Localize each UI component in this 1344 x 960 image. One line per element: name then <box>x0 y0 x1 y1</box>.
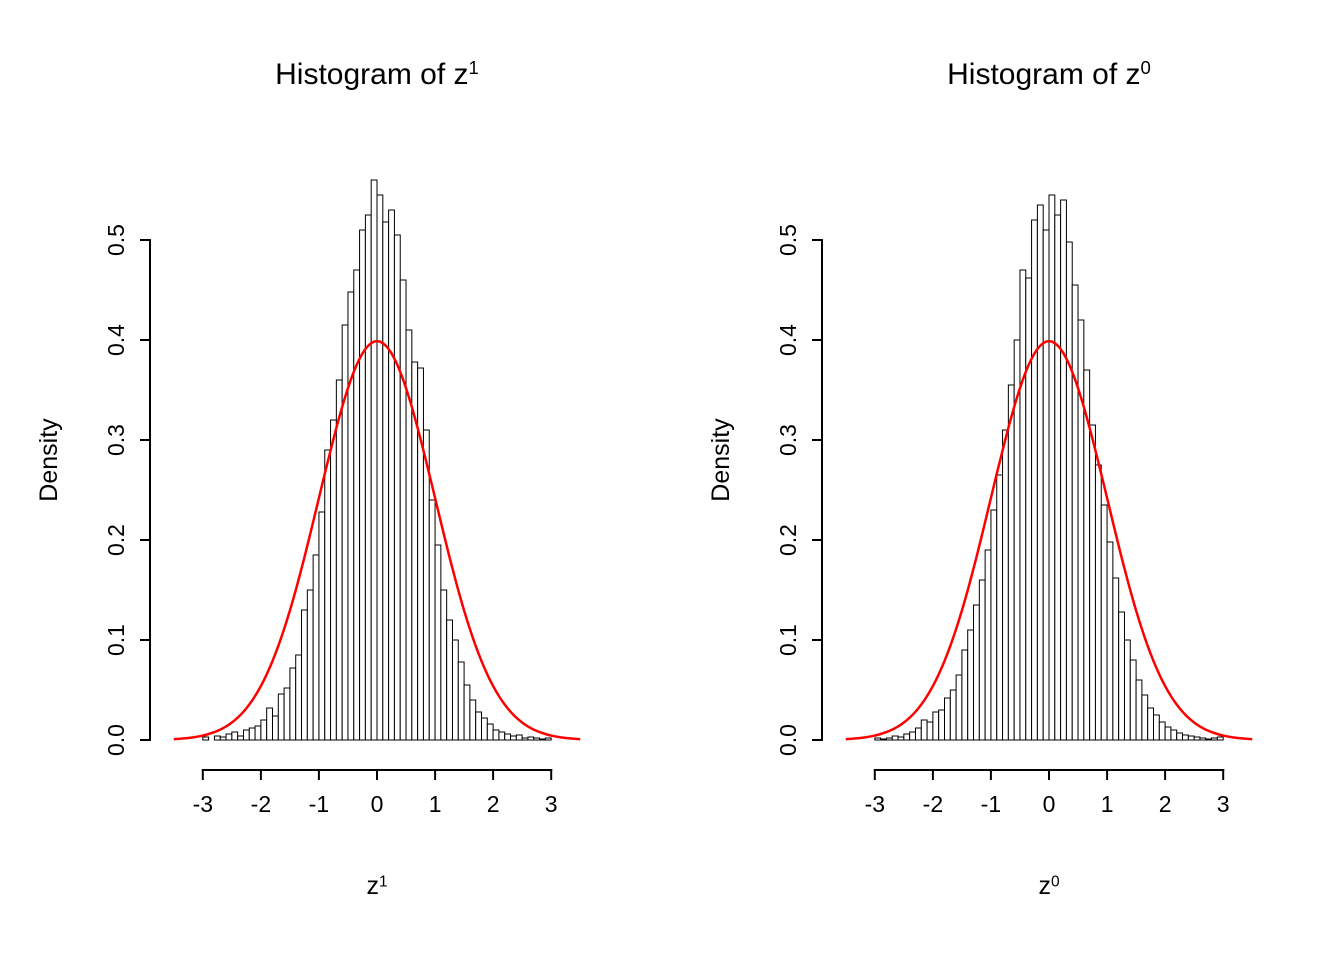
svg-text:0.1: 0.1 <box>775 624 801 656</box>
svg-text:-1: -1 <box>981 791 1001 817</box>
chart-title-text: Histogram of z <box>947 58 1141 91</box>
chart-title-superscript: 1 <box>468 56 479 78</box>
svg-text:0.5: 0.5 <box>775 224 801 256</box>
svg-text:3: 3 <box>1217 791 1230 817</box>
svg-text:Density: Density <box>35 418 63 502</box>
chart-title-z0: Histogram of z0 <box>947 58 1151 92</box>
x-axis-label-text: z <box>366 872 379 900</box>
svg-text:2: 2 <box>1159 791 1172 817</box>
svg-text:-1: -1 <box>309 791 329 817</box>
histogram-plot-z1: 0.0 0.1 0.2 0.3 0.4 0.5 -3 -2 -1 0 1 2 3 Density <box>35 179 581 817</box>
svg-text:0.0: 0.0 <box>103 724 129 756</box>
x-axis-label-superscript: 0 <box>1050 873 1060 891</box>
svg-text:1: 1 <box>1101 791 1114 817</box>
svg-text:0.0: 0.0 <box>775 724 801 756</box>
histogram-panel-z1: Histogram of z1 0.0 0.1 0.2 0.3 0.4 0.5 -3 -2 -1… <box>35 58 581 901</box>
chart-title-z1: Histogram of z1 <box>275 58 479 92</box>
svg-text:-2: -2 <box>251 791 271 817</box>
svg-text:0.2: 0.2 <box>103 524 129 556</box>
svg-text:0.3: 0.3 <box>103 424 129 456</box>
svg-text:Density: Density <box>707 418 735 502</box>
histogram-plot-z0: 0.0 0.1 0.2 0.3 0.4 0.5 -3 -2 -1 0 1 2 3 Density <box>707 194 1253 817</box>
x-axis-label-superscript: 1 <box>378 873 388 891</box>
svg-text:-3: -3 <box>193 791 213 817</box>
chart-title-text: Histogram of z <box>275 58 469 91</box>
svg-text:3: 3 <box>545 791 558 817</box>
histogram-panel-z0: Histogram of z0 0.0 0.1 0.2 0.3 0.4 0.5 -3 -2 -1… <box>672 0 1344 960</box>
chart-title-superscript: 0 <box>1140 56 1151 78</box>
x-axis-label-z1: z1 <box>366 872 387 901</box>
svg-text:1: 1 <box>429 791 442 817</box>
svg-text:-3: -3 <box>865 791 885 817</box>
svg-text:0.3: 0.3 <box>775 424 801 456</box>
svg-text:0.4: 0.4 <box>103 324 129 356</box>
svg-text:0: 0 <box>1043 791 1056 817</box>
x-axis-label-z0: z0 <box>1038 872 1059 901</box>
svg-text:0: 0 <box>371 791 384 817</box>
svg-text:0.2: 0.2 <box>775 524 801 556</box>
svg-text:-2: -2 <box>923 791 943 817</box>
svg-text:0.4: 0.4 <box>775 324 801 356</box>
svg-text:0.1: 0.1 <box>103 624 129 656</box>
x-axis-label-text: z <box>1038 872 1051 900</box>
svg-text:0.5: 0.5 <box>103 224 129 256</box>
svg-text:2: 2 <box>487 791 500 817</box>
